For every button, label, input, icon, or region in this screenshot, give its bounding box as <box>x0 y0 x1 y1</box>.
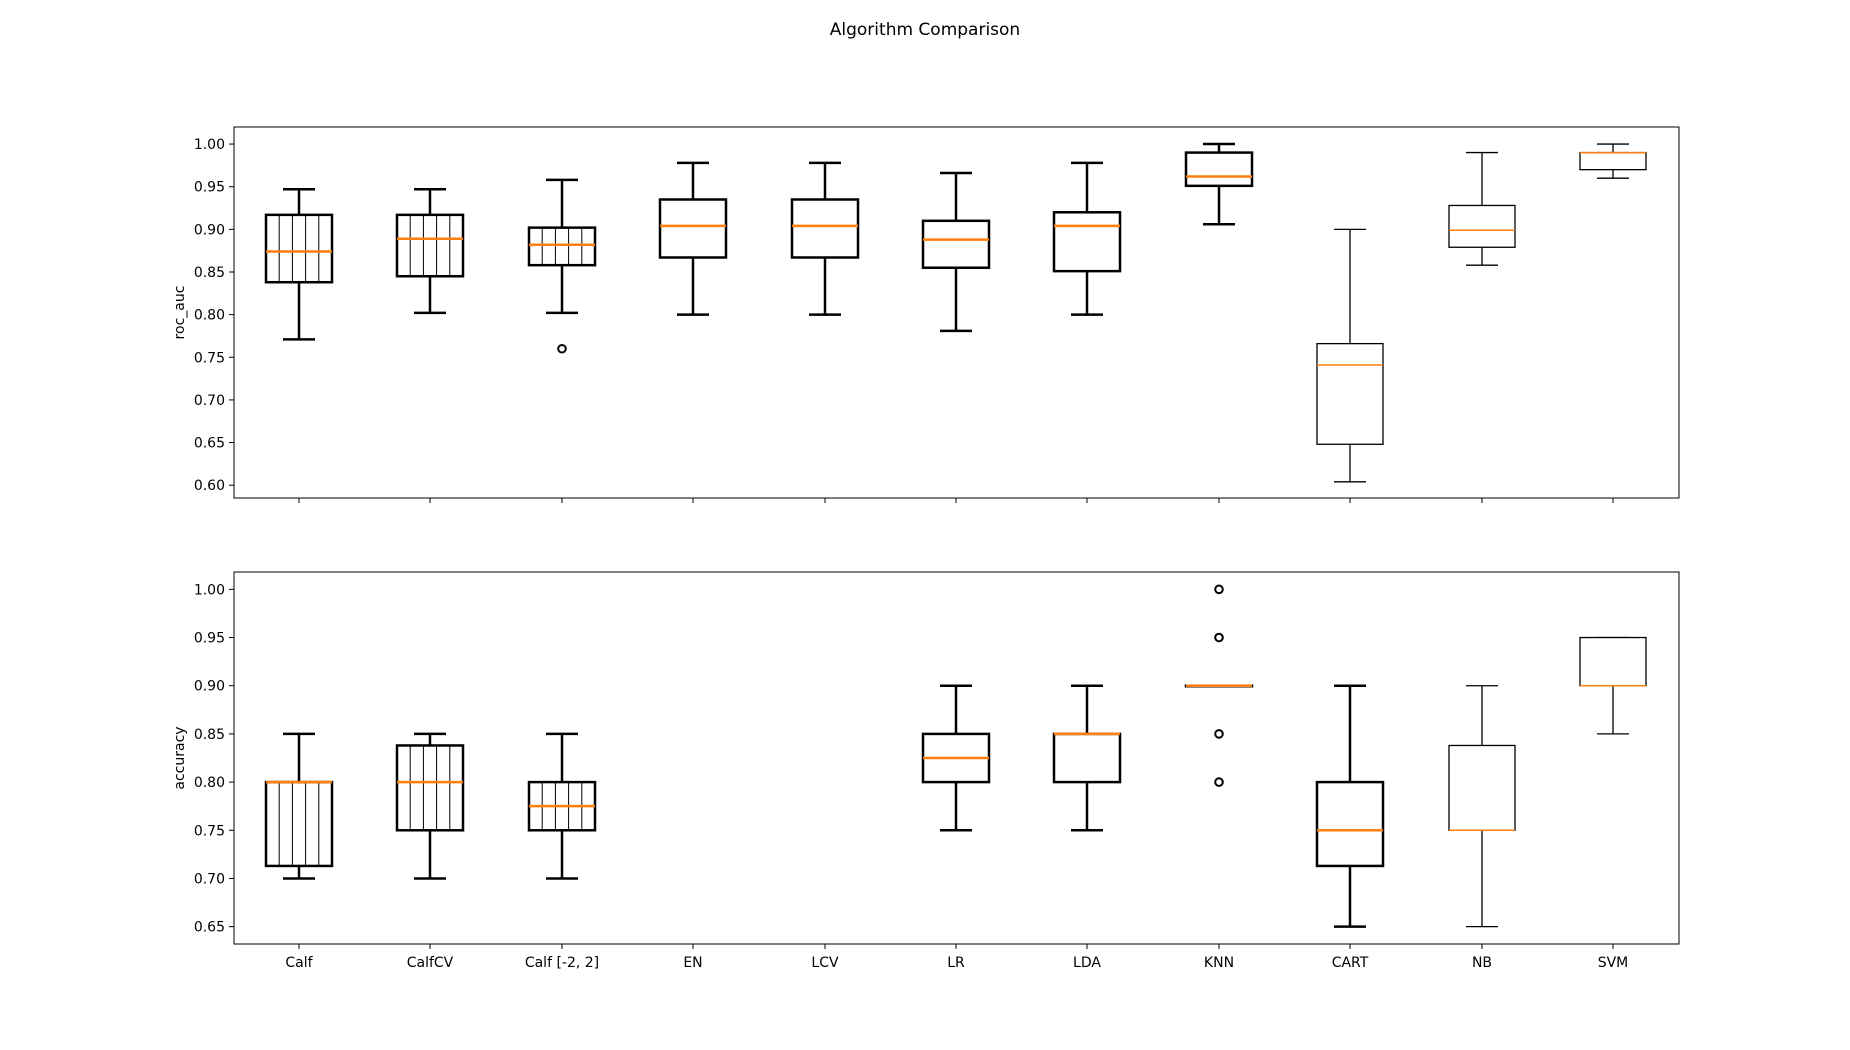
outlier-point <box>1214 729 1224 739</box>
roc-auc-axis-label: roc_auc <box>172 286 188 340</box>
accuracy-ytick-label: 0.75 <box>194 823 225 839</box>
accuracy-panel: 0.65 0.70 0.75 0.80 0.85 0.90 0.95 1.00 accuracy… <box>172 571 1680 971</box>
roc-auc-box-calf-2-2 <box>527 178 597 354</box>
xtick-label: LDA <box>1073 955 1101 971</box>
accuracy-axis-label: accuracy <box>172 726 188 789</box>
xtick-label: Calf [-2, 2] <box>525 955 599 971</box>
xtick-label: CalfCV <box>407 955 454 971</box>
roc-auc-ytick-label: 0.65 <box>194 436 225 452</box>
outlier-point <box>1214 777 1224 787</box>
box-body <box>527 226 597 267</box>
accuracy-box-calf <box>264 732 334 880</box>
roc-auc-box-lcv <box>790 161 860 316</box>
accuracy-box-lda <box>1052 684 1122 832</box>
roc-auc-ytick-label: 0.75 <box>194 350 225 366</box>
xtick-label: CART <box>1332 955 1369 971</box>
roc-auc-ytick-label: 1.00 <box>194 137 225 153</box>
box-body <box>264 213 334 284</box>
box-body <box>1052 732 1122 784</box>
roc-auc-ytick-label: 0.95 <box>194 180 225 196</box>
accuracy-box-calfcv <box>395 732 465 880</box>
accuracy-ytick-label: 1.00 <box>194 582 225 598</box>
box-body <box>395 744 465 832</box>
xtick-label: NB <box>1472 955 1492 971</box>
figure-title: Algorithm Comparison <box>830 20 1020 40</box>
box-body <box>658 198 728 259</box>
roc-auc-ytick-label: 0.85 <box>194 265 225 281</box>
roc-auc-box-knn <box>1184 142 1254 226</box>
accuracy-ytick-label: 0.90 <box>194 679 225 695</box>
box-body <box>790 198 860 259</box>
box-body <box>1315 780 1385 868</box>
outlier-point <box>1214 632 1224 643</box>
roc-auc-panel: 0.60 0.65 0.70 0.75 0.80 0.85 0.90 0.95 1.00 roc_… <box>172 126 1680 503</box>
accuracy-box-knn <box>1184 584 1254 787</box>
accuracy-box-cart <box>1315 684 1385 928</box>
roc-auc-box-cart <box>1316 228 1384 483</box>
accuracy-ytick-label: 0.70 <box>194 871 225 887</box>
box-body <box>1052 211 1122 273</box>
roc-auc-box-lda <box>1052 161 1122 316</box>
xtick-label: SVM <box>1598 955 1629 971</box>
box-body <box>921 219 991 269</box>
roc-auc-ytick-label: 0.70 <box>194 393 225 409</box>
roc-auc-box-calf <box>264 188 334 341</box>
roc-auc-box-en <box>658 161 728 316</box>
outlier-point <box>557 343 567 354</box>
roc-auc-box-calfcv <box>395 188 465 315</box>
roc-auc-ytick-label: 0.80 <box>194 308 225 324</box>
accuracy-box-nb <box>1448 685 1516 928</box>
accuracy-box-lr <box>921 684 991 832</box>
roc-auc-box-lr <box>921 171 991 333</box>
accuracy-ytick-label: 0.80 <box>194 775 225 791</box>
roc-auc-box-nb <box>1448 151 1516 266</box>
box-body <box>395 213 465 278</box>
accuracy-ytick-label: 0.95 <box>194 631 225 647</box>
xtick-label: KNN <box>1204 955 1234 971</box>
box-body <box>1579 151 1647 171</box>
accuracy-box-svm <box>1579 636 1647 735</box>
box-body <box>1316 342 1384 445</box>
box-body <box>1579 636 1647 687</box>
accuracy-box-calf-2-2 <box>527 732 597 880</box>
accuracy-ytick-label: 0.65 <box>194 920 225 936</box>
xtick-label: LR <box>947 955 965 971</box>
roc-auc-ytick-label: 0.60 <box>194 478 225 494</box>
box-body <box>1448 204 1516 248</box>
box-body <box>1184 151 1254 188</box>
box-body <box>1448 744 1516 831</box>
xtick-label: LCV <box>811 955 839 971</box>
accuracy-ytick-label: 0.85 <box>194 727 225 743</box>
box-body <box>264 780 334 868</box>
roc-auc-ytick-label: 0.90 <box>194 222 225 238</box>
xtick-label: Calf <box>285 955 313 971</box>
xtick-label: EN <box>683 955 702 971</box>
outlier-point <box>1214 584 1224 595</box>
roc-auc-box-svm <box>1579 143 1647 179</box>
